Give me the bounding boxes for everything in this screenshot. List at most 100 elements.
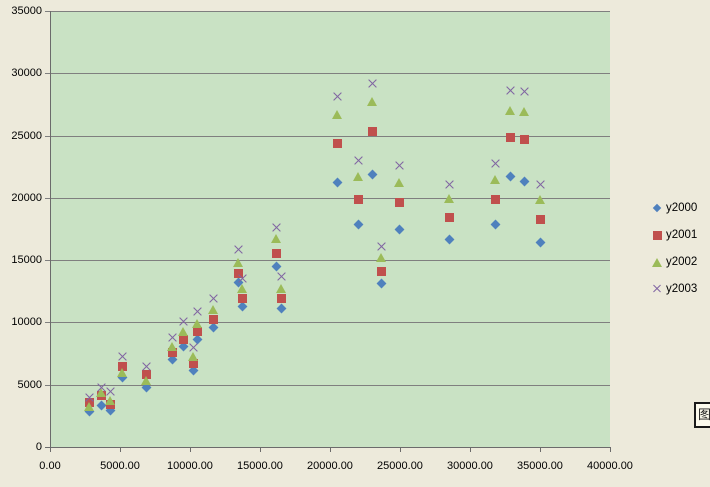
legend-item-y2000[interactable]: y2000 (652, 194, 710, 221)
x-axis-tick-label: 10000.00 (167, 460, 213, 472)
data-point-y2002 (490, 174, 501, 184)
data-point-y2001 (118, 361, 128, 371)
data-point-y2002 (331, 109, 342, 119)
data-point-y2003 (141, 361, 152, 372)
y-axis-tick-label: 10000 (11, 316, 42, 329)
chart-legend[interactable]: y2000 y2001 y2002 y2003 (652, 194, 710, 302)
x-axis-tick-label: 25000.00 (377, 460, 423, 472)
data-point-y2001 (394, 198, 404, 208)
data-point-y2001 (179, 335, 189, 345)
x-marker-icon (652, 283, 664, 295)
gridline-y-10000 (45, 322, 610, 324)
y-axis-tick-label: 30000 (11, 67, 42, 80)
x-axis-tick (120, 447, 121, 452)
data-point-y2001 (193, 327, 203, 337)
data-point-y2002 (271, 234, 282, 244)
data-point-y2001 (445, 212, 455, 222)
data-point-y2001 (272, 248, 282, 258)
data-point-y2003 (367, 78, 378, 89)
data-point-y2002 (232, 257, 243, 267)
data-point-y2003 (192, 306, 203, 317)
x-axis-line (45, 447, 611, 448)
data-point-y2003 (117, 351, 128, 362)
data-point-y2002 (505, 105, 516, 115)
y-axis-tick-label: 20000 (11, 191, 42, 204)
data-point-y2001 (367, 127, 377, 137)
floating-widget-button[interactable]: 图 (694, 402, 710, 428)
x-axis-tick (260, 447, 261, 452)
x-axis-tick-label: 40000.00 (587, 460, 633, 472)
x-axis-tick (400, 447, 401, 452)
data-point-y2003 (105, 386, 116, 397)
x-axis-tick (50, 447, 51, 452)
data-point-y2002 (208, 305, 219, 315)
square-marker-icon (652, 229, 664, 241)
y-axis-tick-label: 15000 (11, 254, 42, 267)
legend-label: y2003 (666, 282, 698, 295)
y-axis-tick-label: 35000 (11, 5, 42, 17)
gridline-y-15000 (45, 260, 610, 262)
data-point-y2001 (491, 194, 501, 204)
data-point-y2003 (84, 392, 95, 403)
data-point-y2002 (192, 319, 203, 329)
data-point-y2003 (444, 179, 455, 190)
x-axis-tick (470, 447, 471, 452)
y-axis-tick-label: 25000 (11, 129, 42, 142)
data-point-y2003 (188, 342, 199, 353)
gridline-y-35000 (45, 11, 610, 12)
data-point-y2003 (276, 271, 287, 282)
data-point-y2001 (376, 267, 386, 277)
data-point-y2001 (506, 132, 516, 142)
data-point-y2001 (238, 294, 247, 304)
legend-item-y2003[interactable]: y2003 (652, 275, 710, 302)
data-point-y2002 (178, 326, 189, 336)
data-point-y2003 (208, 293, 219, 304)
legend-item-y2001[interactable]: y2001 (652, 221, 710, 248)
data-point-y2003 (535, 179, 546, 190)
x-axis-tick (540, 447, 541, 452)
data-point-y2003 (353, 155, 364, 166)
data-point-y2001 (332, 139, 342, 149)
gridline-y-30000 (45, 73, 610, 75)
y-axis-tick-label: 0 (35, 441, 42, 453)
x-axis-tick (330, 447, 331, 452)
data-point-y2003 (505, 85, 516, 96)
legend-label: y2002 (666, 255, 698, 268)
data-point-y2001 (520, 134, 530, 144)
data-point-y2001 (353, 194, 363, 204)
data-point-y2002 (375, 253, 386, 263)
x-axis-tick-label: 30000.00 (447, 460, 493, 472)
x-axis-tick-label: 35000.00 (517, 460, 563, 472)
legend-label: y2001 (666, 228, 698, 241)
y-axis-tick-label: 5000 (17, 378, 42, 391)
data-point-y2002 (188, 351, 198, 361)
data-point-y2002 (104, 396, 115, 406)
plot-area[interactable] (50, 11, 610, 447)
data-point-y2003 (271, 222, 282, 233)
triangle-marker-icon (652, 256, 664, 268)
data-point-y2002 (237, 284, 247, 294)
legend-item-y2002[interactable]: y2002 (652, 248, 710, 275)
data-point-y2002 (534, 194, 545, 204)
data-point-y2002 (275, 283, 286, 293)
data-point-y2002 (352, 172, 363, 182)
x-axis-tick-label: 20000.00 (307, 460, 353, 472)
x-axis-tick-label: 15000.00 (237, 460, 283, 472)
y-axis-line (50, 11, 51, 447)
gridline-y-25000 (45, 135, 610, 137)
data-point-y2002 (519, 107, 530, 117)
data-point-y2002 (393, 178, 404, 188)
x-axis-tick-label: 5000.00 (100, 460, 140, 472)
data-point-y2003 (237, 273, 248, 284)
data-point-y2003 (332, 91, 343, 102)
data-point-y2002 (141, 376, 152, 386)
data-point-y2001 (189, 359, 198, 369)
data-point-y2003 (233, 244, 244, 255)
gridline-y-5000 (45, 384, 610, 386)
data-point-y2003 (167, 332, 178, 343)
data-point-y2001 (142, 369, 152, 379)
legend-label: y2000 (666, 201, 698, 214)
data-point-y2003 (178, 316, 189, 327)
data-point-y2003 (490, 158, 501, 169)
